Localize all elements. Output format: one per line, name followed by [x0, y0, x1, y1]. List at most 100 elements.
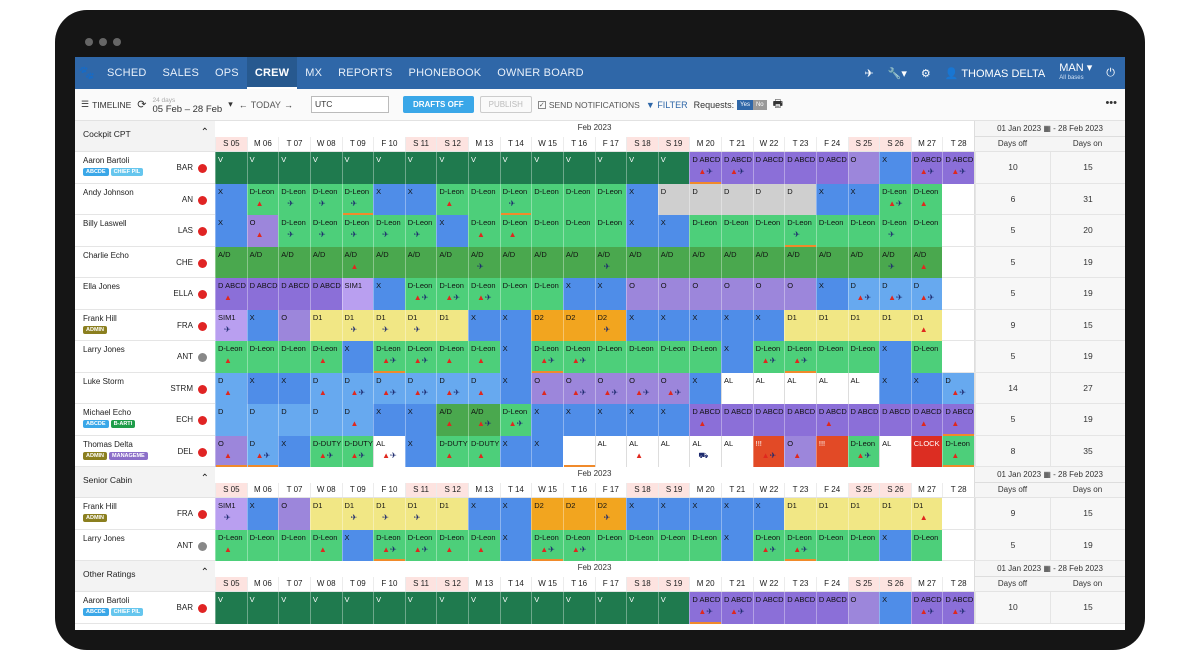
stats-range[interactable]: 01 Jan 2023 ▦ - 28 Feb 2023 — [997, 470, 1103, 479]
duty-cell[interactable]: D1 — [784, 309, 816, 341]
duty-cell[interactable]: X — [531, 404, 563, 436]
duty-cell[interactable]: V — [404, 152, 437, 184]
duty-cell[interactable]: D-Leon ▲✈ — [847, 435, 880, 467]
crew-member[interactable]: Larry Jones ANT — [75, 341, 215, 372]
nav-item-mx[interactable]: MX — [305, 67, 323, 79]
chevron-up-icon[interactable]: ⌃ — [200, 473, 209, 484]
duty-cell[interactable]: X — [847, 183, 880, 215]
refresh-icon[interactable]: ⟳ — [137, 99, 147, 111]
duty-cell[interactable]: A/D — [499, 246, 532, 278]
checkbox-icon[interactable]: ✓ — [537, 100, 546, 109]
duty-cell[interactable]: D ▲ — [309, 372, 342, 404]
duty-cell[interactable]: D-Leon ▲ — [942, 435, 974, 467]
duty-cell[interactable]: V — [309, 592, 342, 624]
duty-cell[interactable]: D-Leon — [594, 341, 627, 373]
crew-member[interactable]: Thomas Delta ADMIN MANAGEME DEL — [75, 435, 215, 466]
duty-cell[interactable]: D — [784, 183, 816, 215]
duty-cell[interactable]: X — [562, 404, 595, 436]
duty-cell[interactable]: A/D — [309, 246, 342, 278]
duty-cell[interactable]: X — [499, 529, 532, 561]
duty-cell[interactable]: D ▲✈ — [436, 372, 468, 404]
duty-cell[interactable]: D ABCD — [815, 152, 848, 184]
duty-cell[interactable]: AL — [815, 372, 848, 404]
duty-cell[interactable]: D-Leon ▲ — [436, 341, 468, 373]
duty-cell[interactable]: D1 — [815, 498, 848, 530]
duty-cell[interactable]: O — [689, 278, 721, 310]
duty-cell[interactable]: D ABCD — [752, 404, 785, 436]
duty-cell[interactable]: X — [721, 341, 753, 373]
duty-cell[interactable]: A/D — [689, 246, 721, 278]
duty-cell[interactable]: V — [436, 592, 468, 624]
duty-cell[interactable]: D-Leon ▲ — [215, 341, 247, 373]
duty-cell[interactable]: X — [531, 435, 563, 467]
duty-cell[interactable]: D ABCD ▲✈ — [689, 152, 721, 184]
duty-cell[interactable]: D-Leon — [815, 341, 848, 373]
duty-cell[interactable]: D-DUTY ▲ — [436, 435, 468, 467]
duty-cell[interactable]: D-Leon — [657, 341, 690, 373]
duty-cell[interactable]: D ABCD — [246, 278, 279, 310]
duty-cell[interactable]: D1 — [784, 498, 816, 530]
duty-cell[interactable]: D-Leon ✈ — [309, 215, 342, 247]
duty-cell[interactable]: D1 — [436, 498, 468, 530]
duty-cell[interactable]: V — [657, 592, 690, 624]
duty-cell[interactable]: D ABCD — [784, 152, 816, 184]
duty-cell[interactable]: D-Leon — [278, 529, 310, 561]
duty-cell[interactable]: X — [436, 215, 468, 247]
duty-cell[interactable]: O ▲ — [784, 435, 816, 467]
paw-logo-icon[interactable]: 🐾 — [78, 65, 96, 80]
duty-cell[interactable]: D1 — [309, 309, 342, 341]
duty-cell[interactable]: V — [657, 152, 690, 184]
duty-cell[interactable]: D-Leon — [626, 529, 658, 561]
duty-cell[interactable]: D1 ✈ — [373, 498, 405, 530]
duty-cell[interactable]: O — [278, 309, 310, 341]
duty-cell[interactable]: X — [499, 341, 532, 373]
duty-cell[interactable]: AL — [594, 435, 627, 467]
duty-cell[interactable]: O — [847, 592, 880, 624]
duty-cell[interactable]: D ABCD — [879, 404, 911, 436]
duty-cell[interactable]: X — [404, 404, 437, 436]
duty-cell[interactable]: D-Leon ▲ — [468, 529, 500, 561]
duty-cell[interactable]: D — [215, 404, 247, 436]
duty-cell[interactable]: V — [246, 152, 279, 184]
duty-cell[interactable]: D-Leon ▲ — [499, 215, 532, 247]
duty-cell[interactable]: D-Leon ▲✈ — [468, 278, 500, 310]
duty-cell[interactable]: D-Leon — [626, 341, 658, 373]
duty-cell[interactable]: AL — [879, 435, 911, 467]
duty-cell[interactable]: O — [657, 278, 690, 310]
duty-cell[interactable]: D ABCD — [721, 404, 753, 436]
duty-cell[interactable]: V — [468, 152, 500, 184]
duty-cell[interactable]: D-Leon ✈ — [341, 183, 374, 215]
duty-cell[interactable]: D ▲ — [341, 404, 374, 436]
duty-cell[interactable]: SIM1 ✈ — [215, 309, 247, 341]
duty-cell[interactable]: D-Leon ▲✈ — [373, 529, 405, 561]
nav-item-ops[interactable]: OPS — [214, 67, 239, 79]
duty-cell[interactable]: D-Leon — [910, 341, 943, 373]
duty-cell[interactable]: X — [499, 435, 532, 467]
duty-cell[interactable]: X — [879, 152, 911, 184]
duty-cell[interactable]: X — [215, 215, 247, 247]
duty-cell[interactable]: D-Leon — [815, 215, 848, 247]
duty-cell[interactable]: V — [499, 152, 532, 184]
duty-cell[interactable]: D — [721, 183, 753, 215]
duty-cell[interactable]: V — [404, 592, 437, 624]
stats-range[interactable]: 01 Jan 2023 ▦ - 28 Feb 2023 — [997, 564, 1103, 573]
duty-cell[interactable]: D-Leon ▲ — [436, 529, 468, 561]
chevron-up-icon[interactable]: ⌃ — [200, 567, 209, 578]
duty-cell[interactable]: D-Leon — [752, 215, 785, 247]
duty-cell[interactable]: V — [531, 592, 563, 624]
duty-cell[interactable]: A/D — [626, 246, 658, 278]
duty-cell[interactable]: D-Leon — [594, 529, 627, 561]
duty-cell[interactable]: A/D — [752, 246, 785, 278]
duty-cell[interactable]: X — [404, 435, 437, 467]
duty-cell[interactable]: D-Leon ▲✈ — [784, 529, 816, 561]
duty-cell[interactable]: SIM1 — [341, 278, 374, 310]
duty-cell[interactable]: D-Leon — [689, 215, 721, 247]
duty-cell[interactable]: D-DUTY ▲✈ — [341, 435, 374, 467]
crew-member[interactable]: Aaron Bartoli ABCDE CHIEF PIL BAR — [75, 592, 215, 623]
base-selector[interactable]: MAN ▾ All bases — [1059, 62, 1093, 82]
send-notifications-checkbox[interactable]: ✓ SEND NOTIFICATIONS — [537, 100, 640, 110]
duty-cell[interactable]: X — [879, 529, 911, 561]
duty-cell[interactable]: D ▲✈ — [373, 372, 405, 404]
duty-cell[interactable]: D-Leon ▲ — [436, 183, 468, 215]
duty-cell[interactable]: D-Leon — [278, 341, 310, 373]
